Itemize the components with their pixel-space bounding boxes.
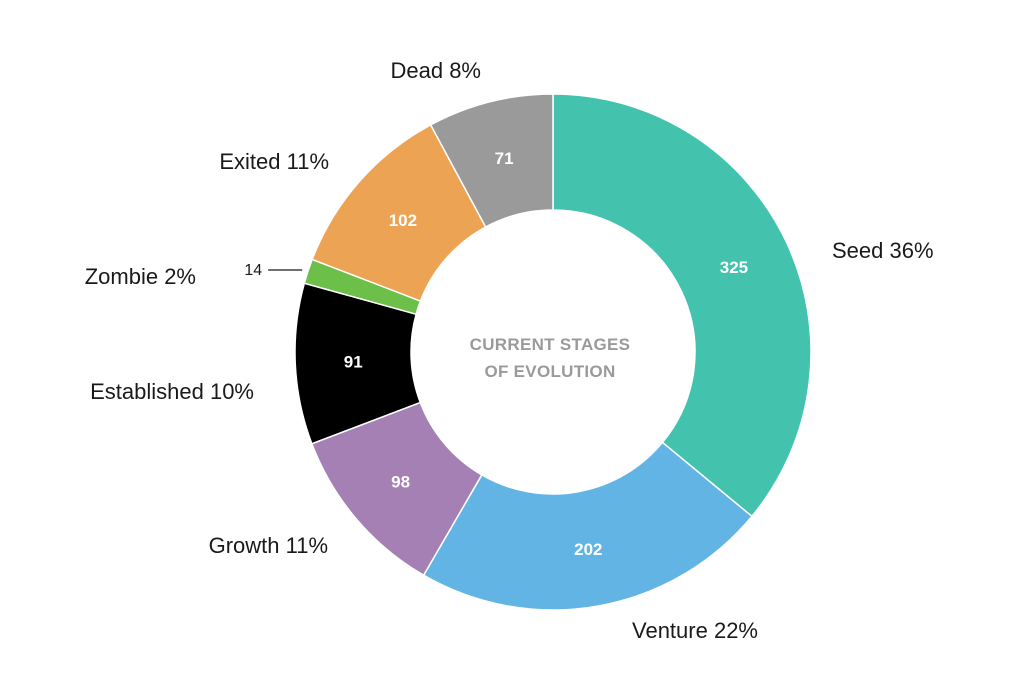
category-label-zombie: Zombie 2% [85,264,196,289]
center-title-line-2: OF EVOLUTION [484,362,615,381]
slices-layer [294,93,812,611]
value-label-growth: 98 [391,473,410,492]
category-label-seed: Seed 36% [832,238,934,263]
category-label-established: Established 10% [90,379,254,404]
value-labels-layer: 325 202 98 91 14 102 71 [244,149,748,559]
value-label-dead: 71 [495,149,514,168]
value-label-zombie: 14 [244,262,262,279]
slice-venture [422,441,753,611]
value-label-exited: 102 [389,211,417,230]
category-labels-layer: Seed 36% Venture 22% Growth 11% Established… [85,58,934,643]
category-label-dead: Dead 8% [390,58,481,83]
slice-seed [552,93,812,518]
category-label-exited: Exited 11% [219,149,329,174]
slice-dead [429,93,554,228]
category-label-venture: Venture 22% [632,618,758,643]
center-title: CURRENT STAGES OF EVOLUTION [470,335,631,381]
center-title-line-1: CURRENT STAGES [470,335,631,354]
category-label-growth: Growth 11% [209,533,328,558]
value-label-venture: 202 [574,540,602,559]
value-label-seed: 325 [720,258,748,277]
value-label-established: 91 [344,352,363,371]
